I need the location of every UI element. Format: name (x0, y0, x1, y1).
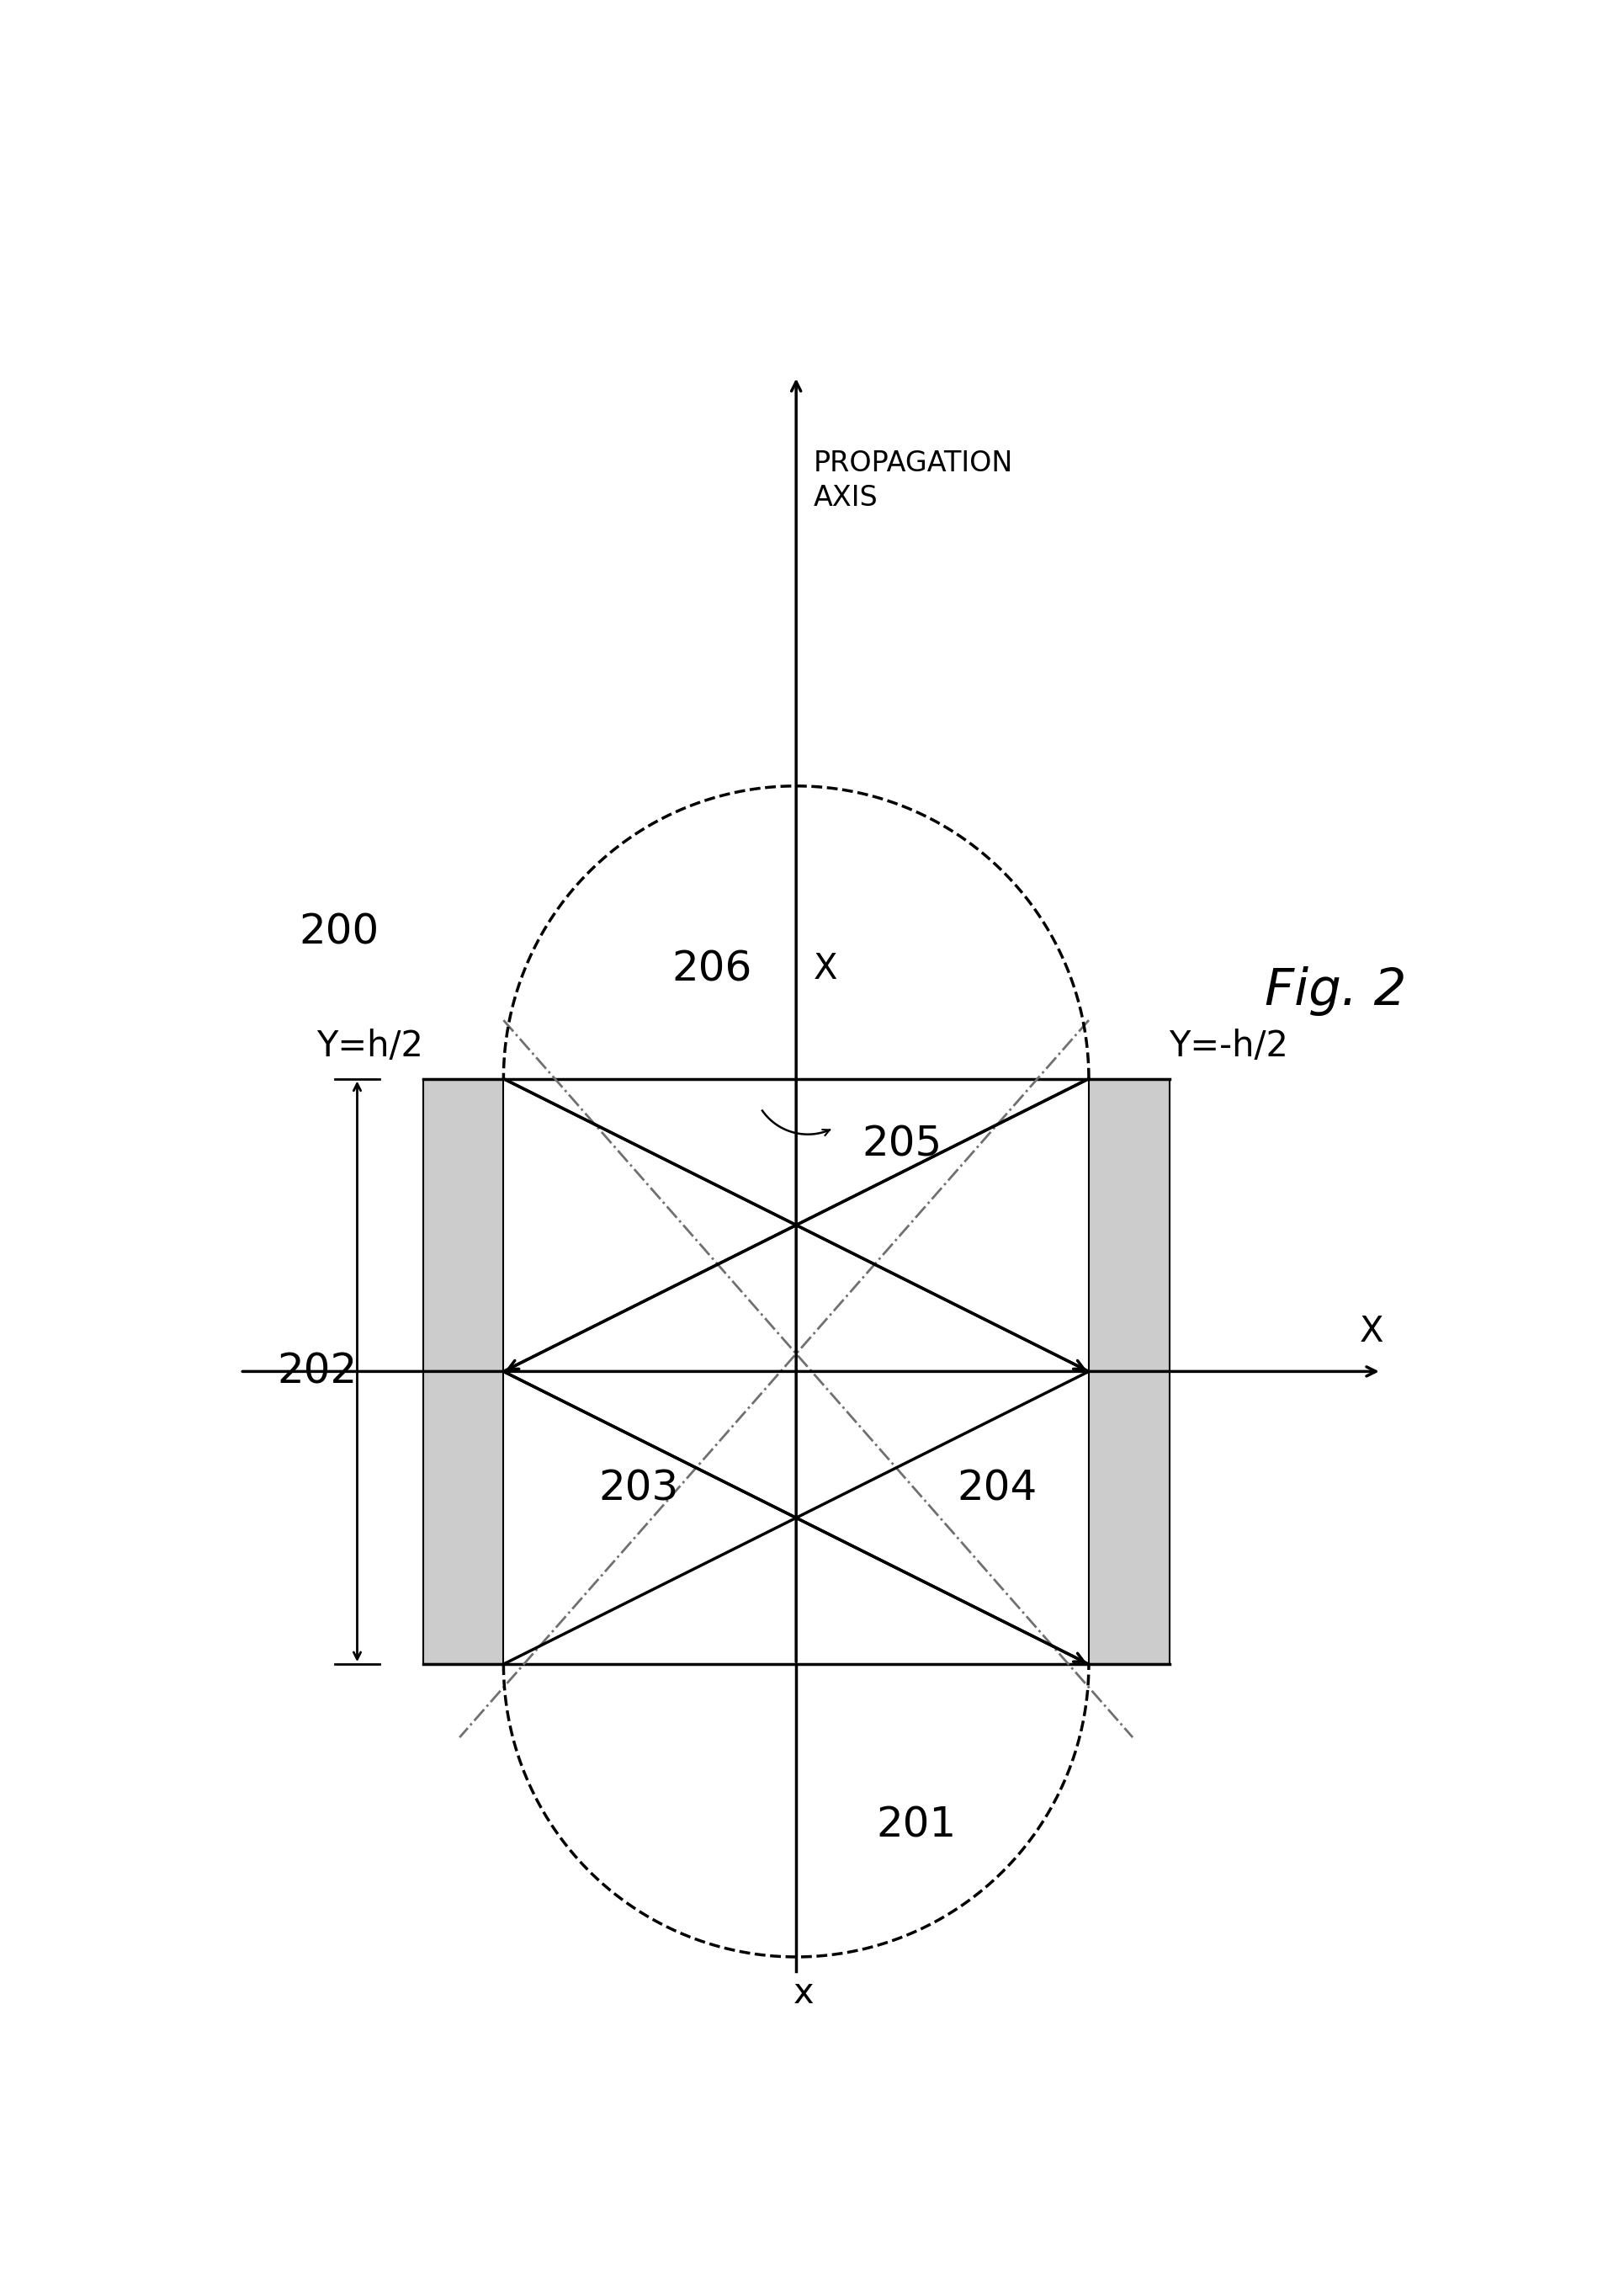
Text: Y=-h/2: Y=-h/2 (1169, 1029, 1288, 1065)
Text: Y=h/2: Y=h/2 (317, 1029, 422, 1065)
Text: 200: 200 (299, 912, 378, 953)
Text: 203: 203 (599, 1469, 679, 1508)
Text: x: x (793, 1975, 814, 2012)
Text: 204: 204 (957, 1469, 1036, 1508)
Text: X: X (1359, 1314, 1382, 1350)
Text: 205: 205 (862, 1125, 942, 1166)
Text: 202: 202 (278, 1350, 357, 1391)
Text: X: X (814, 951, 838, 988)
Bar (422, 1079, 503, 1665)
Text: 201: 201 (877, 1804, 957, 1845)
Text: Fig. 2: Fig. 2 (1263, 967, 1405, 1015)
Bar (1088, 1079, 1169, 1665)
Text: PROPAGATION
AXIS: PROPAGATION AXIS (814, 449, 1013, 511)
Text: 206: 206 (672, 949, 752, 990)
